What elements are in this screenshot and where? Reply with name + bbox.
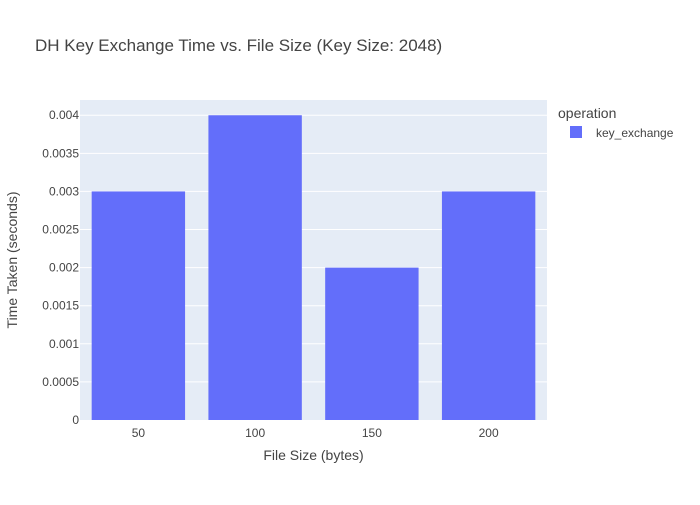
x-tick-label: 150 bbox=[362, 426, 382, 440]
y-axis-title: Time Taken (seconds) bbox=[4, 192, 20, 329]
y-axis-ticks: 0 0.0005 0.001 0.0015 0.002 0.0025 0.003 0.0035… bbox=[42, 108, 79, 427]
legend-label: key_exchange bbox=[596, 126, 674, 140]
x-axis-title: File Size (bytes) bbox=[263, 447, 363, 463]
y-tick-label: 0.003 bbox=[49, 184, 79, 198]
x-axis-ticks: 50 100 150 200 bbox=[132, 426, 499, 440]
y-tick-label: 0.004 bbox=[49, 108, 79, 122]
chart-title: DH Key Exchange Time vs. File Size (Key … bbox=[35, 36, 442, 55]
legend-swatch bbox=[570, 126, 582, 138]
x-tick-label: 200 bbox=[479, 426, 499, 440]
y-tick-label: 0 bbox=[72, 413, 79, 427]
y-tick-label: 0.0005 bbox=[42, 375, 79, 389]
bar-50[interactable] bbox=[91, 191, 186, 420]
y-tick-label: 0.002 bbox=[49, 261, 79, 275]
legend-title: operation bbox=[558, 105, 616, 121]
bar-200[interactable] bbox=[441, 191, 536, 420]
bar-100[interactable] bbox=[208, 115, 302, 420]
y-tick-label: 0.0025 bbox=[42, 223, 79, 237]
y-tick-label: 0.001 bbox=[49, 337, 79, 351]
x-tick-label: 100 bbox=[245, 426, 265, 440]
legend-item-key-exchange[interactable]: key_exchange bbox=[570, 126, 674, 140]
legend: operation key_exchange bbox=[558, 105, 674, 140]
bars bbox=[91, 115, 536, 420]
y-tick-label: 0.0035 bbox=[42, 146, 79, 160]
x-tick-label: 50 bbox=[132, 426, 146, 440]
bar-150[interactable] bbox=[325, 267, 419, 420]
y-tick-label: 0.0015 bbox=[42, 299, 79, 313]
